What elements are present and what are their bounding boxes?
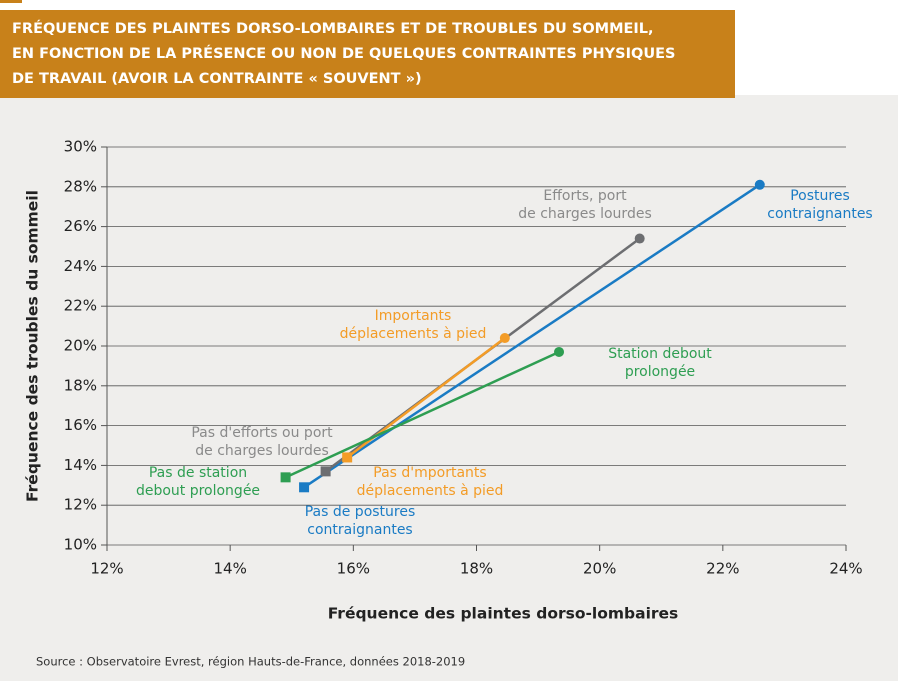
x-tick-label: 16% [337,560,370,578]
accent [0,0,22,3]
y-tick-label: 12% [64,496,97,514]
series-line [303,183,761,489]
marker-square [320,466,331,477]
point-label: Station debout [608,346,712,362]
point-label: debout prolongée [136,483,260,499]
point-label: Pas de postures [305,504,416,520]
point-label: Postures [790,188,850,204]
marker-square [299,482,310,493]
point-label: Pas de station [149,465,247,481]
point-label: déplacements à pied [357,483,504,499]
y-axis-label: Fréquence des troubles du sommeil [24,190,42,502]
y-tick-label: 14% [64,456,97,474]
point-label: Pas d'efforts ou port [191,425,333,441]
marker-circle [499,333,510,344]
point-label: Pas d'mportants [373,465,486,481]
x-tick-label: 20% [583,560,616,578]
y-tick-label: 18% [64,376,97,394]
point-label: Importants [375,308,452,324]
point-label: contraignantes [307,522,412,538]
y-tick-label: 28% [64,177,97,195]
marker-square [342,452,353,463]
marker-circle [554,346,565,357]
chart-title: EN FONCTION DE LA PRÉSENCE OU NON DE QUE… [12,45,675,62]
y-tick-label: 10% [64,536,97,554]
marker-circle [754,179,765,190]
y-tick-label: 20% [64,337,97,355]
marker-square [280,472,291,483]
y-tick-label: 16% [64,416,97,434]
point-label: déplacements à pied [340,326,487,342]
point-label: de charges lourdes [518,206,652,222]
point-label: Efforts, port [543,188,627,204]
point-label: de charges lourdes [195,443,329,459]
point-label: contraignantes [767,206,872,222]
marker-circle [634,233,645,244]
x-axis-label: Fréquence des plaintes dorso-lombaires [328,605,679,623]
x-tick-label: 22% [706,560,739,578]
x-tick-label: 18% [460,560,493,578]
chart-title: FRÉQUENCE DES PLAINTES DORSO-LOMBAIRES E… [12,20,654,37]
y-tick-label: 26% [64,217,97,235]
title-box [0,10,735,98]
point-label: prolongée [625,364,695,380]
y-tick-label: 30% [64,138,97,156]
x-tick-label: 14% [213,560,246,578]
chart-title: DE TRAVAIL (AVOIR LA CONTRAINTE « SOUVEN… [12,71,422,87]
y-tick-label: 24% [64,257,97,275]
x-tick-label: 12% [90,560,123,578]
x-tick-label: 24% [829,560,862,578]
source: Source : Observatoire Evrest, région Hau… [36,655,465,669]
series-line [285,350,560,479]
y-tick-label: 22% [64,297,97,315]
